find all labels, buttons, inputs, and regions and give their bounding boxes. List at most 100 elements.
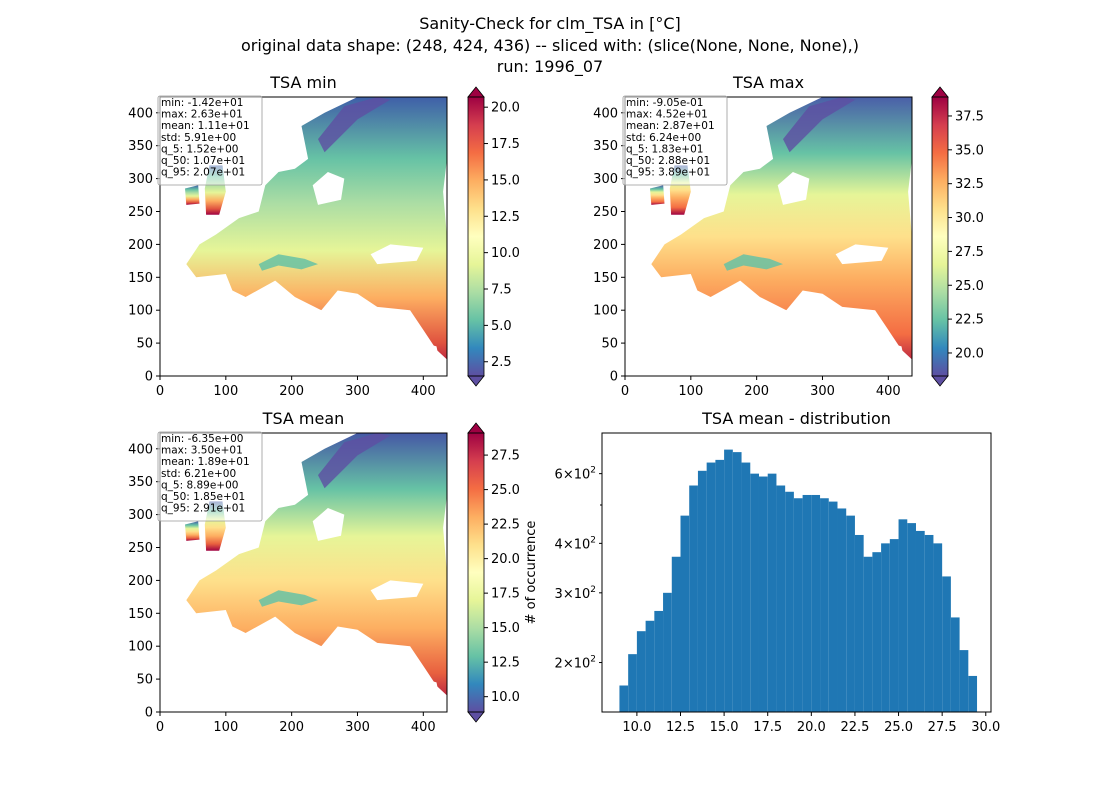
y-tick-exponent: 2 <box>590 535 596 545</box>
stats-line: min: -1.42e+01 <box>161 97 243 109</box>
y-axis-label: # of occurrence <box>524 521 539 625</box>
histogram-bar <box>933 543 943 712</box>
y-tick-label: 0 <box>145 370 153 385</box>
y-tick-label: 6×102 <box>555 466 596 483</box>
histogram-bar <box>689 485 698 712</box>
stats-line: std: 6.21e+00 <box>161 468 236 480</box>
x-tick-label: 15.0 <box>710 720 739 735</box>
map-sea <box>219 636 440 699</box>
colorbar-tick-label: 37.5 <box>955 109 984 124</box>
x-tick-label: 10.0 <box>622 720 651 735</box>
histogram-bar <box>863 556 873 712</box>
stats-line: mean: 1.89e+01 <box>161 456 250 468</box>
colorbar-extend-max <box>931 86 949 98</box>
histogram-bar <box>628 654 637 712</box>
colorbar-tick-label: 32.5 <box>955 177 984 192</box>
y-tick-label: 300 <box>128 172 153 187</box>
histogram-bar <box>802 494 812 712</box>
y-tick-times: ×10 <box>563 587 590 602</box>
histogram-bar <box>968 675 978 712</box>
colorbar-tick-label: 17.5 <box>491 137 520 152</box>
y-tick-label: 50 <box>136 673 153 688</box>
histogram-bar <box>793 498 803 712</box>
map-sea <box>370 244 424 265</box>
stats-line: q_50: 1.85e+01 <box>161 491 245 503</box>
colorbar-tick-label: 20.0 <box>491 552 520 567</box>
stats-line: q_95: 2.91e+01 <box>161 503 245 515</box>
y-tick-label: 0 <box>145 706 153 721</box>
x-tick-label: 25.0 <box>884 720 913 735</box>
colorbar-extend-min <box>467 375 485 387</box>
x-tick-label: 200 <box>279 384 304 399</box>
y-tick-exponent: 2 <box>590 466 596 476</box>
y-tick-label: 250 <box>128 205 153 220</box>
histogram-bar <box>776 485 786 712</box>
histogram-bar <box>898 519 908 712</box>
histogram-bar <box>671 556 681 712</box>
figure-title-line-3: run: 1996_07 <box>497 57 603 77</box>
colorbar-tick-label: 10.0 <box>491 690 520 705</box>
x-tick-label: 0 <box>156 720 164 735</box>
map-sea <box>312 508 345 541</box>
y-tick-times: ×10 <box>563 468 590 483</box>
y-tick-label: 200 <box>128 574 153 589</box>
histogram-bar <box>915 530 925 712</box>
panel-title: TSA mean <box>262 409 345 428</box>
colorbar-tick-label: 7.5 <box>491 283 512 298</box>
colorbar-frame <box>467 96 485 377</box>
histogram-bar <box>619 685 629 712</box>
map-scandinavia-cool <box>318 97 391 153</box>
colorbar-tick-label: 22.5 <box>491 518 520 533</box>
y-tick-label: 100 <box>128 304 153 319</box>
x-tick-label: 20.0 <box>797 720 826 735</box>
y-tick-label: 300 <box>593 172 618 187</box>
colorbar-tick-label: 12.5 <box>491 656 520 671</box>
x-tick-label: 30.0 <box>971 720 1000 735</box>
x-tick-label: 100 <box>678 384 703 399</box>
histogram-bar <box>697 470 707 712</box>
y-tick-label: 50 <box>136 337 153 352</box>
colorbar <box>468 97 484 376</box>
y-tick-exponent: 2 <box>590 585 596 595</box>
histogram-bar <box>724 449 733 712</box>
histogram-bar <box>715 459 725 712</box>
x-tick-label: 300 <box>810 384 835 399</box>
histogram-bar <box>741 462 751 712</box>
x-tick-label: 27.5 <box>928 720 957 735</box>
stats-line: q_50: 1.07e+01 <box>161 155 245 167</box>
map-land <box>160 433 447 712</box>
y-tick-label: 400 <box>128 106 153 121</box>
map-land-ireland <box>185 521 200 541</box>
y-tick-label: 350 <box>593 139 618 154</box>
map-scandinavia-cool <box>318 433 391 489</box>
x-tick-label: 12.5 <box>666 720 695 735</box>
colorbar-tick-label: 20.0 <box>491 101 520 116</box>
x-tick-label: 17.5 <box>753 720 782 735</box>
tsa-max-panel: TSA max 0 100 200 300 400 0 50 100 150 200 250 300 35… <box>593 73 984 399</box>
figure-title-line-2: original data shape: (248, 424, 436) -- … <box>241 36 859 55</box>
axes-frame <box>159 96 448 377</box>
y-tick-mantissa: 4 <box>555 537 563 552</box>
stats-line: mean: 2.87e+01 <box>626 120 715 132</box>
stats-line: max: 2.63e+01 <box>161 109 243 121</box>
stats-line: q_50: 2.88e+01 <box>626 155 710 167</box>
y-tick-label: 200 <box>593 238 618 253</box>
stats-box <box>622 95 728 186</box>
y-tick-label: 300 <box>128 508 153 523</box>
y-tick-mantissa: 6 <box>555 468 563 483</box>
tsa-mean-panel: TSA mean 0 100 200 300 400 0 50 100 150 200 250 300 3… <box>128 409 520 735</box>
x-tick-label: 100 <box>213 720 238 735</box>
stats-line: q_95: 3.89e+01 <box>626 167 710 179</box>
colorbar-extend-min <box>931 375 949 387</box>
y-tick-label: 150 <box>593 271 618 286</box>
stats-line: std: 5.91e+00 <box>161 132 236 144</box>
x-tick-label: 0 <box>621 384 629 399</box>
histogram-bar <box>636 631 646 712</box>
histogram-bar <box>942 576 951 712</box>
histogram-bar <box>654 610 664 712</box>
map-land-ireland <box>650 185 665 205</box>
figure-title-line-1: Sanity-Check for clm_TSA in [°C] <box>419 14 681 34</box>
histogram-bar <box>924 534 934 712</box>
map-sea <box>835 244 889 265</box>
